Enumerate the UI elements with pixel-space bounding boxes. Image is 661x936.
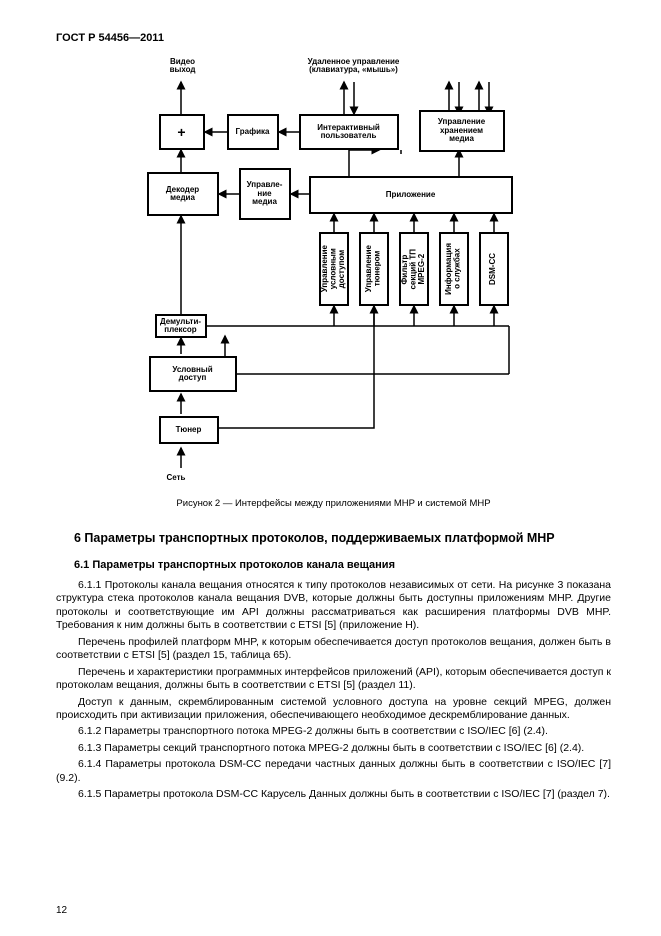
- label-remote: Удаленное управление(клавиатура, «мышь»): [279, 58, 429, 75]
- label-video-out: Видеовыход: [163, 58, 203, 75]
- box-app: Приложение: [309, 176, 513, 214]
- para-access: Доступ к данным, скремблированным систем…: [56, 696, 611, 723]
- diagram: Видеовыход Удаленное управление(клавиату…: [119, 54, 549, 484]
- label-network: Сеть: [167, 474, 186, 482]
- box-plus: +: [159, 114, 205, 150]
- box-dsmcc: DSM-CC: [479, 232, 509, 306]
- subsection-6-1: 6.1 Параметры транспортных протоколов ка…: [74, 559, 611, 571]
- figure-caption: Рисунок 2 — Интерфейсы между приложениям…: [56, 498, 611, 509]
- box-media-mgmt: Управле-ниемедиа: [239, 168, 291, 220]
- box-ui: Интерактивныйпользователь: [299, 114, 399, 150]
- box-ca: Условныйдоступ: [149, 356, 237, 392]
- box-tuner-mgmt: Управлениетюнером: [359, 232, 389, 306]
- para-api: Перечень и характеристики программных ин…: [56, 666, 611, 693]
- para-6-1-5: 6.1.5 Параметры протокола DSM-CC Карусел…: [56, 788, 611, 801]
- box-storage: Управлениехранениеммедиа: [419, 110, 505, 152]
- section-6-title: 6 Параметры транспортных протоколов, под…: [74, 531, 611, 545]
- box-filter: Фильтрсекций ТПMPEG-2: [399, 232, 429, 306]
- para-6-1-2: 6.1.2 Параметры транспортного потока MPE…: [56, 725, 611, 738]
- para-6-1-3: 6.1.3 Параметры секций транспортного пот…: [56, 742, 611, 755]
- standard-code: ГОСТ Р 54456—2011: [56, 32, 611, 44]
- box-ca-mgmt: Управлениеусловнымдоступом: [319, 232, 349, 306]
- box-tuner: Тюнер: [159, 416, 219, 444]
- para-profiles: Перечень профилей платформ MHP, к которы…: [56, 636, 611, 663]
- box-service-info: Информацияо службах: [439, 232, 469, 306]
- page-number: 12: [56, 905, 67, 916]
- para-6-1-4: 6.1.4 Параметры протокола DSM-CC передач…: [56, 758, 611, 785]
- para-6-1-1: 6.1.1 Протоколы канала вещания относятся…: [56, 579, 611, 633]
- box-decoder: Декодермедиа: [147, 172, 219, 216]
- box-demux: Демульти-плексор: [155, 314, 207, 338]
- box-graphics: Графика: [227, 114, 279, 150]
